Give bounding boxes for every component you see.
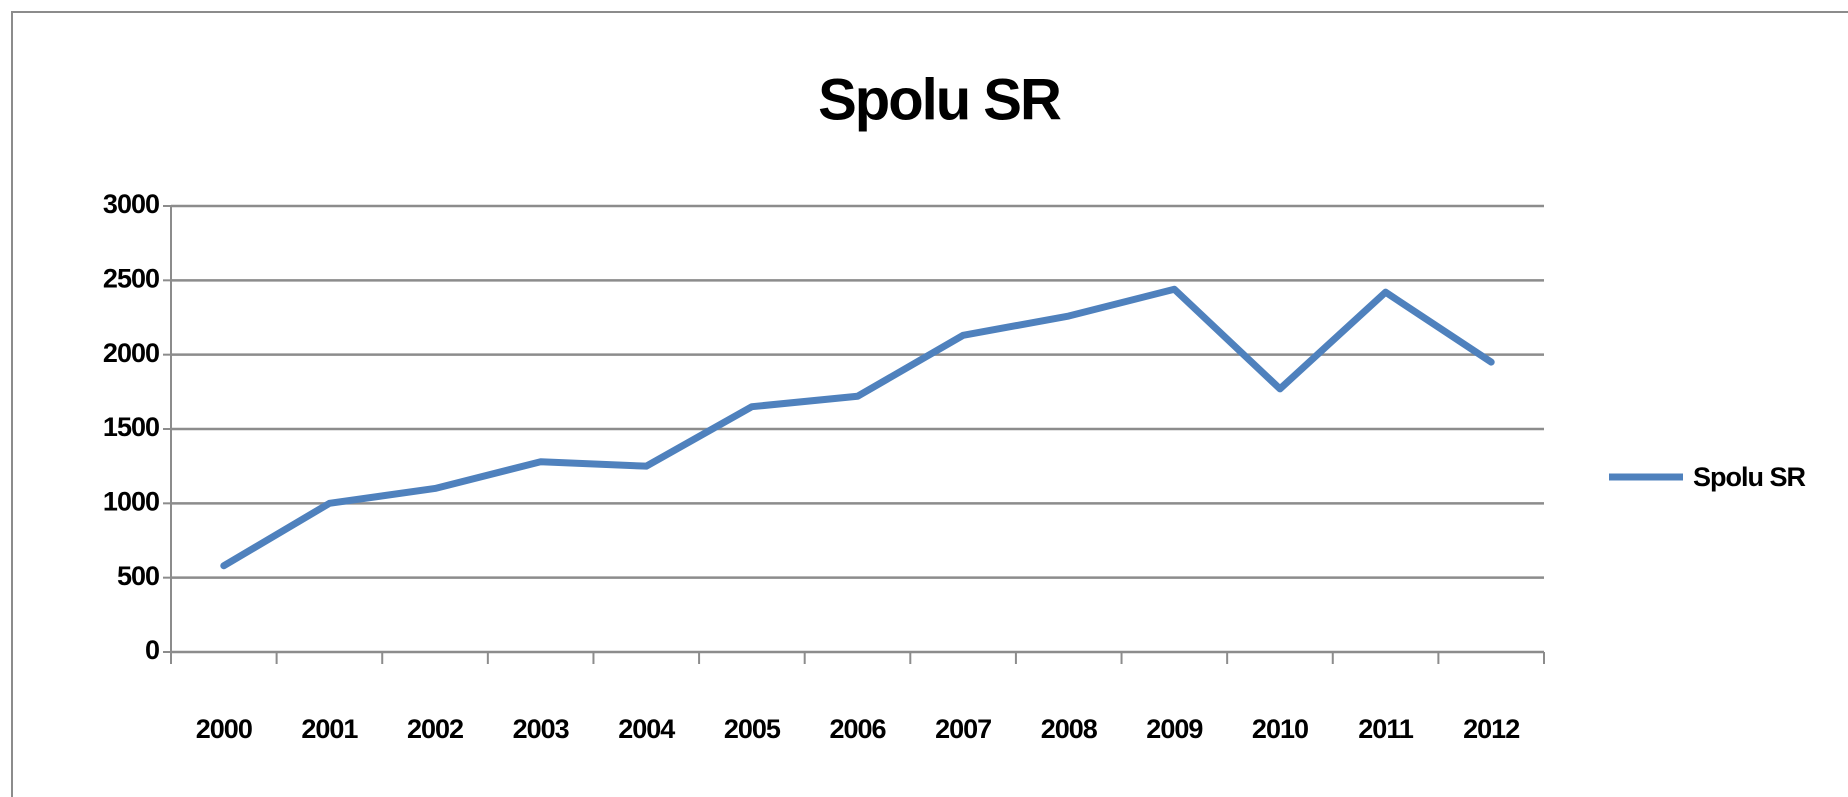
legend-label: Spolu SR [1693,462,1805,492]
y-tick-label: 0 [145,635,159,665]
x-tick-label: 2005 [724,714,781,744]
x-tick-label: 2001 [301,714,358,744]
y-tick-label: 1500 [103,412,159,442]
y-tick-label: 500 [117,561,159,591]
x-tick-label: 2012 [1463,714,1519,744]
x-tick-label: 2002 [407,714,463,744]
data-line [220,285,1495,570]
chart-title: Spolu SR [818,67,1061,132]
y-tick-label: 3000 [103,189,159,219]
x-tick-label: 2000 [196,714,252,744]
x-tick-label: 2007 [935,714,991,744]
x-tick-label: 2008 [1041,714,1098,744]
x-tick-label: 2011 [1358,714,1414,744]
x-tick-label: 2003 [513,714,570,744]
x-tick-label: 2010 [1252,714,1308,744]
x-tick-label: 2009 [1146,714,1203,744]
x-tick-label: 2004 [618,714,675,744]
y-tick-label: 2000 [103,338,159,368]
x-tick-label: 2006 [829,714,886,744]
y-tick-label: 1000 [103,486,159,516]
y-tick-label: 2500 [103,263,159,293]
chart-border [11,11,1848,797]
